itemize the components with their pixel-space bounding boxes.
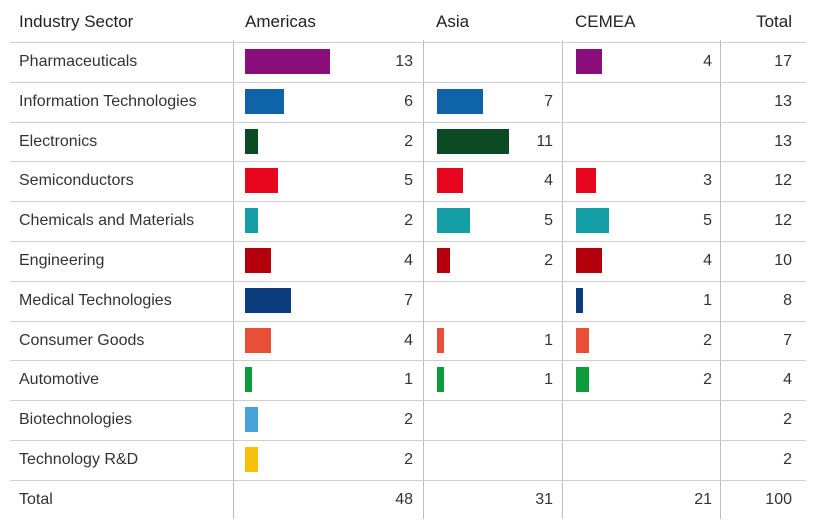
value-cemea: 2 [703,332,712,349]
bar-cemea [576,168,596,193]
row-label-sector: Electronics [19,133,98,150]
value-asia: 1 [544,332,553,349]
bar-asia [437,129,509,154]
total-asia: 31 [535,491,553,508]
value-total: 2 [783,451,792,468]
value-americas: 7 [404,292,413,309]
value-americas: 5 [404,172,413,189]
total-row-label: Total [19,491,53,508]
bar-cemea [576,288,583,313]
row-divider [10,122,806,123]
value-asia: 4 [544,172,553,189]
row-divider [10,360,806,361]
column-divider [720,40,721,519]
value-asia: 11 [536,133,553,150]
bar-americas [245,328,271,353]
bar-americas [245,89,284,114]
value-americas: 6 [404,93,413,110]
value-americas: 1 [404,371,413,388]
value-asia: 1 [544,371,553,388]
bar-asia [437,367,444,392]
bar-cemea [576,328,589,353]
value-total: 8 [783,292,792,309]
bar-americas [245,367,252,392]
bar-americas [245,129,258,154]
row-label-sector: Biotechnologies [19,411,132,428]
value-cemea: 5 [703,212,712,229]
bar-americas [245,447,258,472]
total-cemea: 21 [694,491,712,508]
bar-americas [245,248,271,273]
value-total: 2 [783,411,792,428]
column-divider [562,40,563,519]
row-label-sector: Medical Technologies [19,292,172,309]
value-total: 7 [783,332,792,349]
bar-americas [245,208,258,233]
value-cemea: 3 [703,172,712,189]
row-label-sector: Engineering [19,252,105,269]
value-americas: 2 [404,133,413,150]
row-divider [10,241,806,242]
header-industry-sector: Industry Sector [19,12,134,31]
total-americas: 48 [395,491,413,508]
value-total: 17 [774,53,792,70]
header-total: Total [756,12,792,31]
value-cemea: 4 [703,53,712,70]
row-divider [10,480,806,481]
value-americas: 4 [404,252,413,269]
row-label-sector: Pharmaceuticals [19,53,138,70]
value-total: 13 [774,93,792,110]
bar-cemea [576,208,609,233]
value-total: 12 [774,212,792,229]
column-divider [423,40,424,519]
value-total: 12 [774,172,792,189]
value-americas: 2 [404,411,413,428]
row-divider [10,281,806,282]
value-americas: 13 [395,53,413,70]
bar-cemea [576,49,602,74]
row-label-sector: Information Technologies [19,93,197,110]
bar-asia [437,89,483,114]
row-divider [10,201,806,202]
total-overall: 100 [765,491,792,508]
row-divider [10,161,806,162]
value-asia: 2 [544,252,553,269]
bar-asia [437,248,450,273]
header-americas: Americas [245,12,316,31]
value-cemea: 2 [703,371,712,388]
value-asia: 7 [544,93,553,110]
value-americas: 2 [404,212,413,229]
value-cemea: 1 [703,292,712,309]
value-cemea: 4 [703,252,712,269]
bar-asia [437,208,470,233]
value-americas: 2 [404,451,413,468]
value-total: 10 [774,252,792,269]
header-cemea: CEMEA [575,12,636,31]
column-divider [233,40,234,519]
row-label-sector: Technology R&D [19,451,139,468]
bar-americas [245,288,291,313]
bar-americas [245,407,258,432]
value-americas: 4 [404,332,413,349]
header-asia: Asia [436,12,470,31]
bar-asia [437,168,463,193]
bar-americas [245,49,330,74]
value-total: 4 [783,371,792,388]
row-divider [10,440,806,441]
row-label-sector: Chemicals and Materials [19,212,195,229]
row-label-sector: Consumer Goods [19,332,145,349]
value-asia: 5 [544,212,553,229]
row-divider [10,400,806,401]
value-total: 13 [774,133,792,150]
row-divider [10,42,806,43]
row-label-sector: Automotive [19,371,100,388]
row-label-sector: Semiconductors [19,172,134,189]
row-divider [10,321,806,322]
bar-cemea [576,367,589,392]
bar-asia [437,328,444,353]
row-divider [10,82,806,83]
bar-cemea [576,248,602,273]
bar-americas [245,168,278,193]
